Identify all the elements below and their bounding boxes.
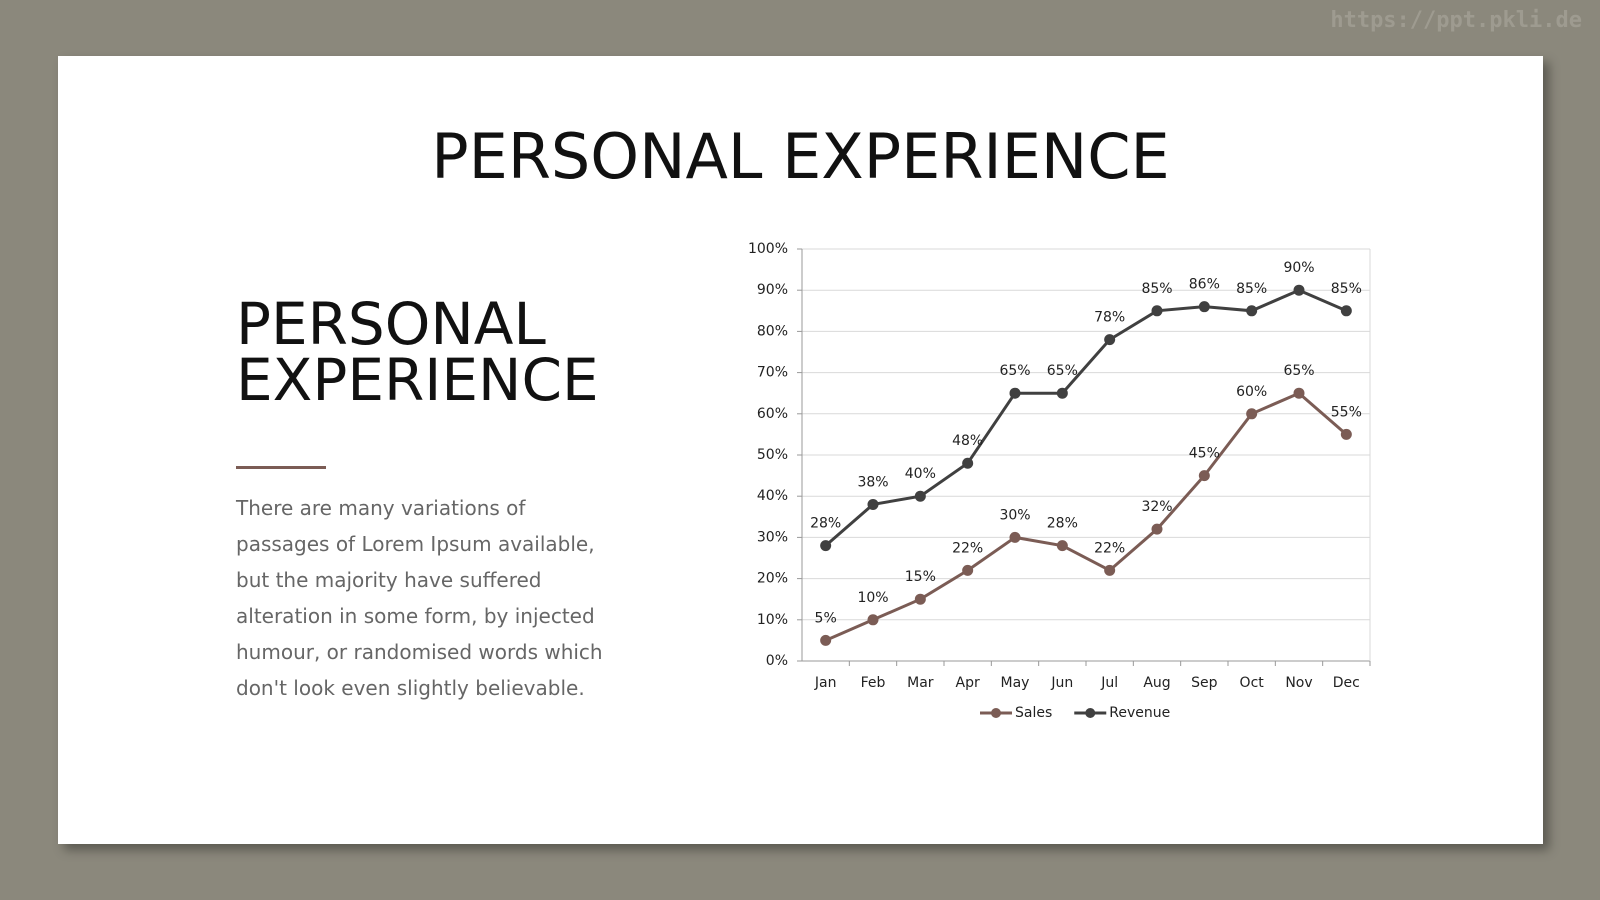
value-label: 65% <box>999 363 1030 379</box>
series-line <box>824 288 1347 547</box>
point <box>1151 305 1163 317</box>
point <box>1293 284 1305 296</box>
value-label: 28% <box>810 516 841 532</box>
point <box>962 457 974 469</box>
y-tick-label: 20% <box>757 571 788 587</box>
y-tick-label: 40% <box>757 488 788 504</box>
point <box>820 634 832 646</box>
value-label: 65% <box>1283 363 1314 379</box>
point <box>1104 564 1116 576</box>
y-tick-label: 30% <box>757 529 788 545</box>
point <box>867 498 879 510</box>
y-tick-label: 0% <box>766 653 788 669</box>
x-tick-label: Aug <box>1143 675 1170 691</box>
y-tick-label: 90% <box>757 282 788 298</box>
value-label: 45% <box>1189 446 1220 462</box>
legend-marker <box>1085 708 1096 718</box>
x-tick-label: May <box>1001 675 1030 691</box>
point <box>1104 334 1116 346</box>
y-tick-label: 70% <box>757 365 788 381</box>
value-label: 30% <box>999 507 1030 523</box>
heading-line: EXPERIENCE <box>236 346 599 414</box>
value-label: 32% <box>1141 499 1172 515</box>
value-label: 78% <box>1094 310 1125 326</box>
watermark: https://ppt.pkli.de <box>1330 8 1582 33</box>
slide-title: PERSONAL EXPERIENCE <box>431 120 1170 193</box>
point <box>867 614 879 626</box>
point <box>1246 305 1258 317</box>
value-label: 85% <box>1236 281 1267 297</box>
value-label: 22% <box>952 540 983 556</box>
point <box>1340 305 1352 317</box>
y-tick-label: 60% <box>757 406 788 422</box>
value-label: 40% <box>905 466 936 482</box>
value-label: 85% <box>1141 281 1172 297</box>
point <box>1198 301 1210 313</box>
x-tick-label: Jul <box>1100 675 1118 691</box>
legend-marker <box>991 708 1001 718</box>
point <box>1009 531 1021 543</box>
x-tick-label: Nov <box>1285 675 1312 691</box>
y-tick-label: 100% <box>748 241 788 257</box>
point <box>1056 387 1068 399</box>
x-tick-label: Jan <box>814 675 837 691</box>
legend-label: Revenue <box>1109 705 1170 721</box>
x-tick-label: Mar <box>907 675 934 691</box>
x-tick-label: Jun <box>1050 675 1073 691</box>
body-text: There are many variations of passages of… <box>236 496 603 700</box>
x-tick-label: Dec <box>1333 675 1360 691</box>
legend-label: Sales <box>1015 705 1052 721</box>
heading-line: PERSONAL <box>236 290 546 358</box>
x-tick-label: Apr <box>956 675 980 691</box>
y-tick-label: 80% <box>757 323 788 339</box>
x-tick-label: Feb <box>861 675 886 691</box>
slide: PERSONAL EXPERIENCE PERSONAL EXPERIENCE … <box>58 56 1543 844</box>
point <box>1151 523 1163 535</box>
point <box>962 564 974 576</box>
value-label: 55% <box>1331 404 1362 420</box>
point <box>914 490 926 502</box>
value-label: 38% <box>857 474 888 490</box>
point <box>820 540 832 552</box>
value-label: 15% <box>905 569 936 585</box>
value-label: 48% <box>952 433 983 449</box>
value-label: 90% <box>1283 260 1314 276</box>
value-label: 65% <box>1047 363 1078 379</box>
series-line <box>825 391 1348 642</box>
value-label: 22% <box>1094 540 1125 556</box>
point <box>1246 408 1258 420</box>
value-label: 5% <box>815 610 837 626</box>
point <box>1056 540 1068 552</box>
value-label: 10% <box>857 590 888 606</box>
point <box>1340 428 1352 440</box>
heading: PERSONAL EXPERIENCE <box>236 290 599 414</box>
point <box>914 593 926 605</box>
point <box>1009 387 1021 399</box>
point <box>1293 387 1305 399</box>
y-tick-label: 10% <box>757 612 788 628</box>
x-tick-label: Sep <box>1191 675 1218 691</box>
y-tick-label: 50% <box>757 447 788 463</box>
value-label: 28% <box>1047 516 1078 532</box>
divider <box>236 466 326 469</box>
value-label: 85% <box>1331 281 1362 297</box>
value-label: 60% <box>1236 384 1267 400</box>
x-tick-label: Oct <box>1240 675 1265 691</box>
value-label: 86% <box>1189 277 1220 293</box>
point <box>1198 470 1210 482</box>
